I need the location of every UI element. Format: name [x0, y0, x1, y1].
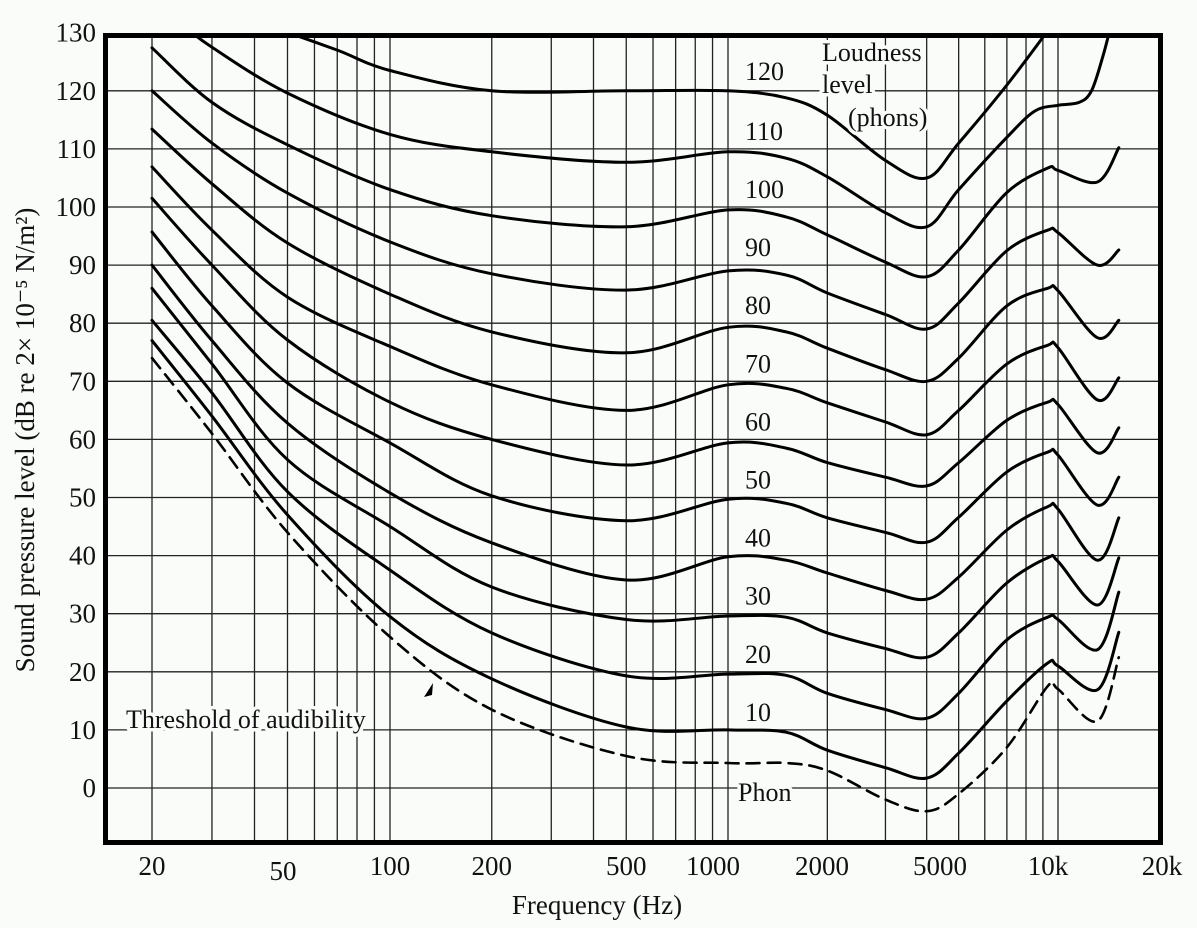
y-tick-label: 0: [83, 773, 97, 803]
x-tick-label: 2000: [795, 851, 849, 881]
x-tick-label: 20: [139, 851, 166, 881]
y-tick-label: 40: [69, 541, 96, 571]
phon-curve-100: [150, 46, 1121, 279]
grid: [105, 35, 1161, 843]
phon-curve-20: [150, 318, 1121, 721]
x-tick-label: 100: [370, 851, 411, 881]
phon-curve-110: [192, 35, 1111, 230]
phon-label: 50: [745, 466, 771, 495]
y-tick-label: 120: [56, 76, 97, 106]
x-tick-label: 1000: [686, 851, 740, 881]
curves: [150, 35, 1121, 813]
phon-label: 60: [745, 407, 771, 436]
x-tick-label: 5000: [913, 851, 967, 881]
zero-phon-label: Phon: [738, 778, 791, 807]
y-tick-label: 30: [69, 599, 96, 629]
phon-label: 90: [745, 233, 771, 262]
phon-curve-30: [150, 286, 1121, 660]
annotations: Loudness level (phons) Phon Threshold of…: [123, 35, 931, 811]
legend-title-line1: Loudness: [822, 38, 922, 67]
plot-frame: [103, 33, 1163, 845]
y-tick-label: 10: [69, 715, 96, 745]
phon-curve-80: [150, 127, 1121, 384]
y-axis-title: Sound pressure level (dB re 2× 10⁻⁵ N/m²…: [10, 208, 40, 673]
y-tick-label: 20: [69, 657, 96, 687]
phon-label: 100: [745, 175, 784, 204]
y-tick-label: 80: [69, 308, 96, 338]
x-tick-label: 10k: [1028, 851, 1069, 881]
y-tick-label: 90: [69, 250, 96, 280]
y-tick-label: 110: [57, 134, 97, 164]
phon-label: 30: [745, 582, 771, 611]
phon-curve-120: [290, 35, 1047, 181]
threshold-label: Threshold of audibility: [126, 705, 366, 734]
phon-curve-10: [150, 339, 1121, 781]
phon-curve-90: [150, 89, 1121, 331]
phon-curve-40: [150, 263, 1121, 602]
y-tick-label: 50: [69, 483, 96, 513]
phon-label: 20: [745, 640, 771, 669]
phon-label: 70: [745, 349, 771, 378]
x-tick-label: 500: [606, 851, 647, 881]
phon-label: 110: [745, 117, 783, 146]
y-tick-label: 70: [69, 366, 96, 396]
phon-label: 10: [745, 698, 771, 727]
phon-label: 40: [745, 524, 771, 553]
y-tick-label: 130: [56, 18, 97, 48]
phon-label: 80: [745, 291, 771, 320]
y-tick-label: 100: [56, 192, 97, 222]
phon-label: 120: [745, 57, 784, 86]
x-tick-label: 20k: [1142, 851, 1183, 881]
x-tick-label: 200: [471, 851, 512, 881]
legend-title-line2: level: [822, 70, 873, 99]
phon-curve-50: [150, 230, 1121, 545]
x-tick-label: 50: [270, 856, 297, 886]
x-axis-title: Frequency (Hz): [512, 890, 682, 920]
phon-curve-60: [150, 196, 1121, 488]
threshold-curve: [150, 356, 1121, 813]
phon-curve-70: [150, 165, 1121, 437]
x-tick-labels: 20 50 100 200 500 1000 2000 5000 10k 20k: [139, 851, 1183, 886]
y-tick-label: 60: [69, 424, 96, 454]
threshold-arrow-icon: [424, 683, 433, 697]
legend-title-line3: (phons): [848, 103, 927, 132]
